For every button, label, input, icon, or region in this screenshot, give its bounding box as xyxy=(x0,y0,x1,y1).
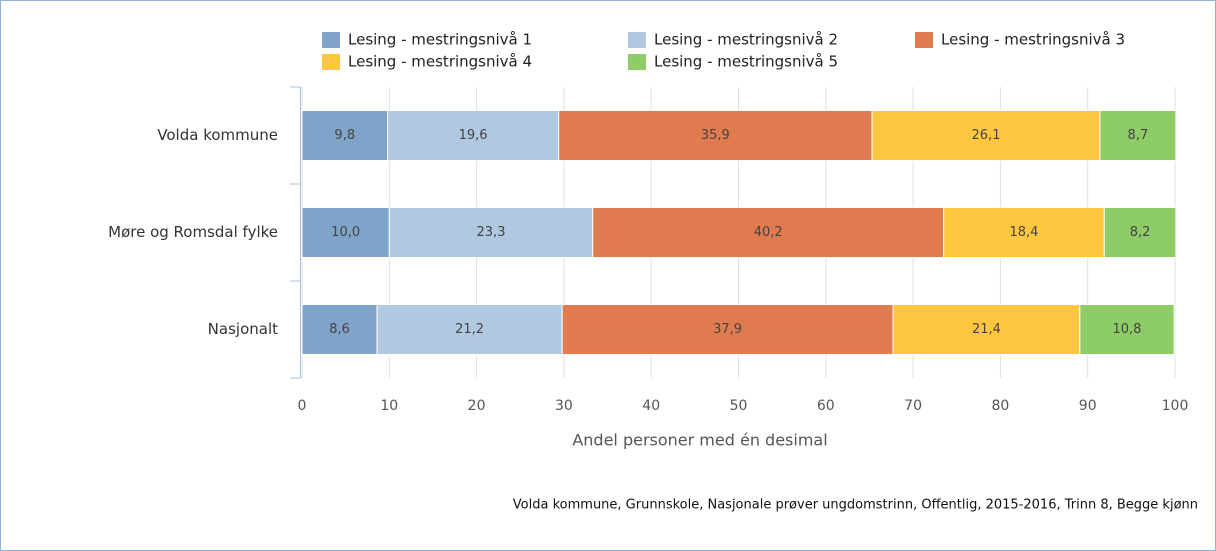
x-tick-label: 100 xyxy=(1162,398,1189,414)
data-label: 26,1 xyxy=(972,128,1001,143)
note: Volda kommune, Grunnskole, Nasjonale prø… xyxy=(513,498,1198,513)
x-tick-label: 40 xyxy=(642,398,660,414)
data-label: 8,2 xyxy=(1130,225,1151,240)
bar-segment xyxy=(387,110,560,161)
bar-segment xyxy=(1099,110,1177,161)
data-label: 21,4 xyxy=(972,322,1001,337)
legend-label: Lesing - mestringsnivå 1 xyxy=(348,31,532,49)
bar-segment xyxy=(1079,304,1175,355)
bar-segment xyxy=(561,304,894,355)
legend-swatch xyxy=(322,32,340,48)
data-label: 10,8 xyxy=(1113,322,1142,337)
y-tick-label: Nasjonalt xyxy=(208,320,278,338)
data-label: 18,4 xyxy=(1009,225,1038,240)
x-tick-label: 10 xyxy=(380,398,398,414)
legend-swatch xyxy=(628,54,646,70)
x-tick-label: 20 xyxy=(468,398,486,414)
data-label: 21,2 xyxy=(455,322,484,337)
bar-segment xyxy=(892,304,1081,355)
x-tick-label: 60 xyxy=(817,398,835,414)
data-label: 8,6 xyxy=(329,322,350,337)
bar-segment xyxy=(871,110,1101,161)
data-label: 10,0 xyxy=(331,225,360,240)
legend-label: Lesing - mestringsnivå 3 xyxy=(941,31,1125,49)
data-label: 35,9 xyxy=(701,128,730,143)
data-label: 23,3 xyxy=(477,225,506,240)
legend-swatch xyxy=(915,32,933,48)
x-tick-label: 30 xyxy=(555,398,573,414)
data-label: 19,6 xyxy=(459,128,488,143)
bar-segment xyxy=(301,304,378,355)
bar-segment xyxy=(376,304,563,355)
legend-swatch xyxy=(322,54,340,70)
legend-label: Lesing - mestringsnivå 4 xyxy=(348,53,532,71)
data-label: 8,7 xyxy=(1128,128,1149,143)
bar-segment xyxy=(388,207,594,258)
legend-label: Lesing - mestringsnivå 5 xyxy=(654,53,838,71)
x-tick-label: 90 xyxy=(1079,398,1097,414)
bar-segment xyxy=(301,207,390,258)
bar-segment xyxy=(943,207,1105,258)
data-label: 9,8 xyxy=(334,128,355,143)
data-label: 40,2 xyxy=(754,225,783,240)
x-tick-label: 50 xyxy=(730,398,748,414)
y-tick-label: Volda kommune xyxy=(157,126,278,144)
x-tick-label: 70 xyxy=(904,398,922,414)
bar-segment xyxy=(1103,207,1177,258)
x-tick-label: 80 xyxy=(991,398,1009,414)
x-tick-label: 0 xyxy=(298,398,307,414)
legend-swatch xyxy=(628,32,646,48)
data-label: 37,9 xyxy=(713,322,742,337)
bar-segment xyxy=(558,110,873,161)
bar-segment xyxy=(301,110,389,161)
legend-label: Lesing - mestringsnivå 2 xyxy=(654,31,838,49)
x-axis-title: Andel personer med én desimal xyxy=(572,431,827,450)
y-tick-label: Møre og Romsdal fylke xyxy=(108,223,278,241)
bar-segment xyxy=(592,207,945,258)
